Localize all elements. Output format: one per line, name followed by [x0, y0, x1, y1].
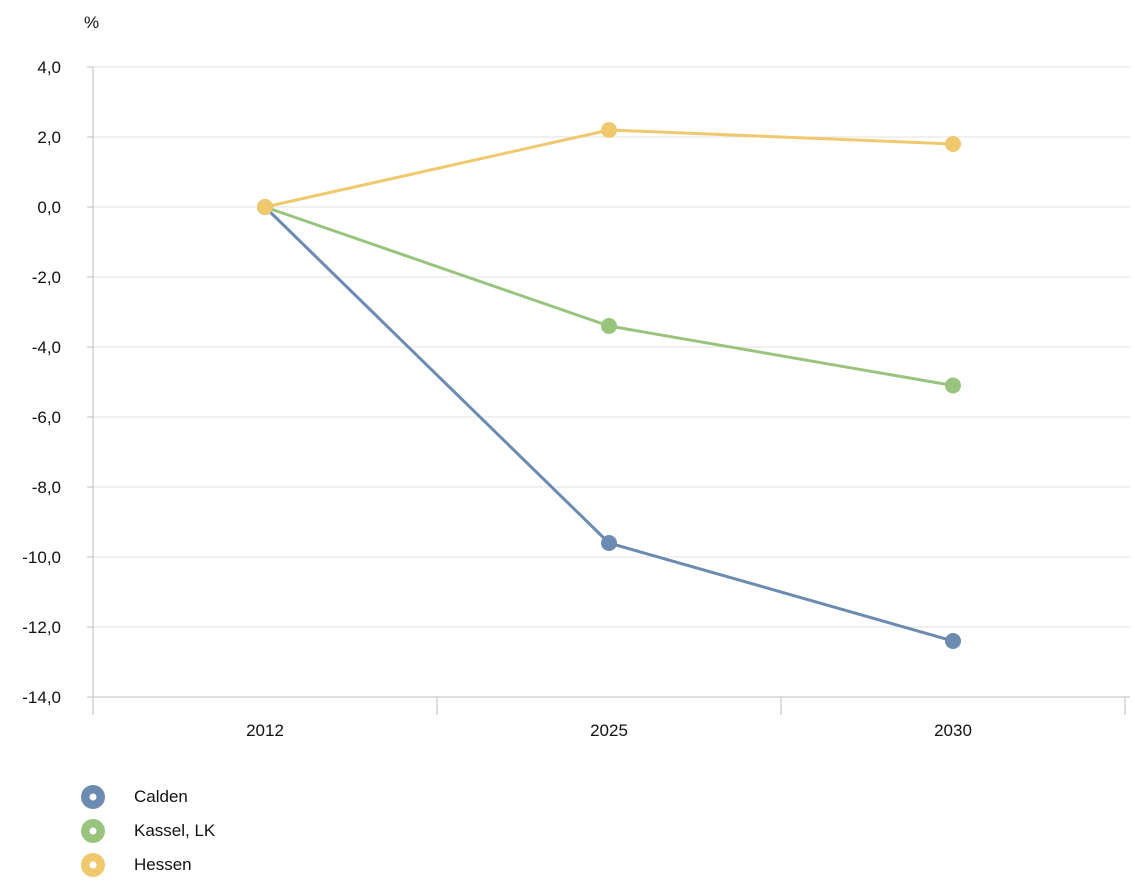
- y-tick-label: -8,0: [32, 478, 61, 497]
- axes: [87, 66, 1130, 715]
- x-tick-label: 2030: [934, 721, 972, 740]
- data-point: [601, 318, 617, 334]
- x-tick-labels: 2012 2025 2030: [246, 721, 972, 740]
- legend-label: Hessen: [134, 855, 192, 874]
- series-line: [263, 205, 954, 643]
- y-tick-label: 0,0: [37, 198, 61, 217]
- y-tick-label: -4,0: [32, 338, 61, 357]
- data-point: [601, 535, 617, 551]
- legend-marker-icon: [80, 784, 106, 810]
- legend-marker-icon: [80, 818, 106, 844]
- data-point: [945, 377, 961, 394]
- legend-label: Calden: [134, 787, 188, 806]
- data-point: [601, 122, 617, 138]
- y-tick-label: 2,0: [37, 128, 61, 147]
- x-tick-label: 2025: [590, 721, 628, 740]
- y-tick-label: -6,0: [32, 408, 61, 427]
- y-axis-unit-label: %: [84, 13, 99, 32]
- series-points: [257, 122, 961, 649]
- series-line: [264, 205, 954, 387]
- data-point: [257, 199, 273, 215]
- data-point: [945, 633, 961, 649]
- x-tick-label: 2012: [246, 721, 284, 740]
- y-tick-label: -14,0: [22, 688, 61, 707]
- legend: Calden Kassel, LK Hessen: [80, 780, 215, 882]
- line-chart: % 4,0 2,0 0,0 -2,0 -4,0 -6,0 -8,0 -10,0 -12,0 -14…: [22, 13, 1130, 740]
- y-tick-label: -10,0: [22, 548, 61, 567]
- legend-item[interactable]: Kassel, LK: [80, 814, 215, 848]
- y-tick-label: -12,0: [22, 618, 61, 637]
- legend-item[interactable]: Calden: [80, 780, 215, 814]
- data-point: [945, 136, 961, 152]
- legend-item[interactable]: Hessen: [80, 848, 215, 882]
- y-tick-label: -2,0: [32, 268, 61, 287]
- legend-label: Kassel, LK: [134, 821, 216, 840]
- y-tick-label: 4,0: [37, 58, 61, 77]
- series-line: [264, 128, 954, 209]
- y-tick-labels: 4,0 2,0 0,0 -2,0 -4,0 -6,0 -8,0 -10,0 -12,0 -14,0: [22, 58, 61, 707]
- legend-marker-icon: [80, 852, 106, 878]
